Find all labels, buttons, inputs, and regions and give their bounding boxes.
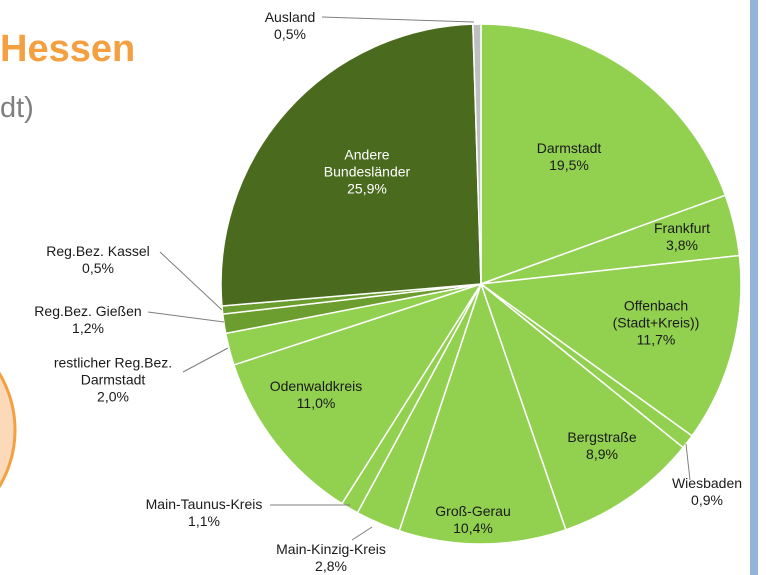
leader-line <box>182 347 229 373</box>
data-label: Offenbach (Stadt+Kreis)) 11,7% <box>601 298 711 349</box>
pie-slice <box>472 23 482 285</box>
chart-subtitle: dt) <box>0 92 34 124</box>
slice-name: Andere Bundesländer <box>323 146 411 180</box>
slice-value: 11,0% <box>296 395 336 411</box>
pie <box>220 23 742 545</box>
slice-value: 2,8% <box>315 558 347 574</box>
slice-value: 10,4% <box>453 520 493 536</box>
data-label: Andere Bundesländer 25,9% <box>317 147 417 198</box>
slice-name: Main-Taunus-Kreis <box>145 496 263 512</box>
slice-value: 25,9% <box>347 180 387 197</box>
pie-slice <box>479 281 685 531</box>
side-bar <box>750 0 758 575</box>
slice-value: 1,2% <box>72 320 104 336</box>
slice-name: Ausland <box>264 9 316 25</box>
slice-value: 0,5% <box>274 26 306 42</box>
slice-value: 8,9% <box>586 446 618 462</box>
pie-slice <box>480 23 727 286</box>
leader-line <box>685 443 691 481</box>
slice-name: Reg.Bez. Gießen <box>34 303 142 319</box>
slice-name: Reg.Bez. Kassel <box>46 243 150 259</box>
data-label: Frankfurt 3,8% <box>622 220 742 254</box>
leader-line <box>351 526 373 541</box>
slice-name: Darmstadt <box>536 140 602 156</box>
data-label: Reg.Bez. Kassel 0,5% <box>23 243 173 277</box>
slice-value: 0,5% <box>82 260 114 276</box>
pie-slice <box>232 282 483 505</box>
slice-name: Frankfurt <box>653 220 710 236</box>
data-label: Wiesbaden 0,9% <box>647 475 766 509</box>
slice-name: Odenwaldkreis <box>269 378 363 394</box>
slice-name: Wiesbaden <box>671 475 743 491</box>
pie-slice <box>398 281 567 545</box>
data-label: Main-Kinzig-Kreis 2,8% <box>261 541 401 575</box>
slice-value: 1,1% <box>188 513 220 529</box>
slice-name: Bergstraße <box>567 429 637 445</box>
slice-name: restlicher Reg.Bez. Darmstadt <box>53 354 173 388</box>
decor-circle <box>0 371 17 489</box>
data-label: Reg.Bez. Gießen 1,2% <box>13 303 163 337</box>
slice-name: Groß-Gerau <box>435 503 511 519</box>
slice-value: 19,5% <box>549 157 589 173</box>
chart-title: Hessen <box>0 28 136 70</box>
slice-value: 0,9% <box>691 492 723 508</box>
leader-line <box>159 251 223 311</box>
slice-name: Main-Kinzig-Kreis <box>276 541 386 557</box>
data-label: Groß-Gerau 10,4% <box>413 503 533 537</box>
leader-line <box>147 311 225 323</box>
data-label: restlicher Reg.Bez. Darmstadt 2,0% <box>38 355 188 406</box>
data-label: Odenwaldkreis 11,0% <box>256 378 376 412</box>
pie-slice <box>478 254 742 437</box>
pie-slice <box>220 23 482 307</box>
slice-name: Offenbach (Stadt+Kreis)) <box>612 297 700 331</box>
data-label: Darmstadt 19,5% <box>509 140 629 174</box>
data-label: Ausland 0,5% <box>240 9 340 43</box>
slice-value: 3,8% <box>666 237 698 253</box>
leader-line <box>321 16 475 23</box>
data-label: Bergstraße 8,9% <box>542 429 662 463</box>
slice-value: 2,0% <box>97 388 129 405</box>
data-label: Main-Taunus-Kreis 1,1% <box>134 496 274 530</box>
slice-value: 11,7% <box>636 331 676 348</box>
